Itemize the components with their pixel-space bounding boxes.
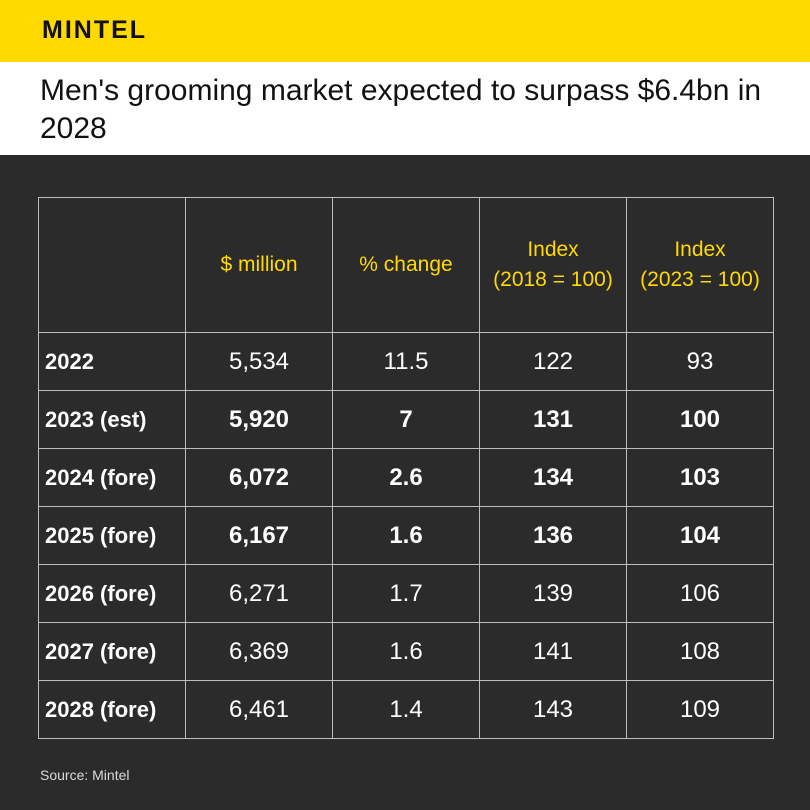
table-cell: 109 <box>626 680 774 739</box>
table-cell: 143 <box>479 680 627 739</box>
table-cell: 5,534 <box>185 332 333 391</box>
table-cell: 7 <box>332 390 480 449</box>
header-cell-index-2023: Index (2023 = 100) <box>626 197 774 333</box>
table-row: 2022 5,534 11.5 122 93 <box>38 332 774 391</box>
table-cell: 104 <box>626 506 774 565</box>
row-label: 2022 <box>38 332 186 391</box>
table-cell: 1.7 <box>332 564 480 623</box>
table-row: 2026 (fore) 6,271 1.7 139 106 <box>38 564 774 623</box>
table-cell: 141 <box>479 622 627 681</box>
brand-bar <box>0 0 810 62</box>
header-cell-index-2018: Index (2018 = 100) <box>479 197 627 333</box>
table-cell: 6,369 <box>185 622 333 681</box>
table-cell: 108 <box>626 622 774 681</box>
table-row: 2028 (fore) 6,461 1.4 143 109 <box>38 680 774 739</box>
row-label: 2027 (fore) <box>38 622 186 681</box>
table-cell: 122 <box>479 332 627 391</box>
table-cell: 100 <box>626 390 774 449</box>
table-row: 2023 (est) 5,920 7 131 100 <box>38 390 774 449</box>
table-cell: 6,461 <box>185 680 333 739</box>
table-cell: 103 <box>626 448 774 507</box>
row-label: 2024 (fore) <box>38 448 186 507</box>
header-cell-pct-change: % change <box>332 197 480 333</box>
table-row: 2024 (fore) 6,072 2.6 134 103 <box>38 448 774 507</box>
header-text: $ million <box>220 253 298 276</box>
header-cell-dollar-million: $ million <box>185 197 333 333</box>
table-cell: 5,920 <box>185 390 333 449</box>
table-cell: 134 <box>479 448 627 507</box>
table-cell: 11.5 <box>332 332 480 391</box>
table-body: 2022 5,534 11.5 122 93 2023 (est) 5,920 7 131 100… <box>38 332 774 739</box>
header-text: Index <box>527 238 579 261</box>
header-subtext: (2018 = 100) <box>493 268 613 291</box>
chart-title: Men's grooming market expected to surpas… <box>40 74 762 145</box>
row-label: 2023 (est) <box>38 390 186 449</box>
row-label: 2026 (fore) <box>38 564 186 623</box>
table-cell: 136 <box>479 506 627 565</box>
table-cell: 6,167 <box>185 506 333 565</box>
table-row: 2025 (fore) 6,167 1.6 136 104 <box>38 506 774 565</box>
table-cell: 1.4 <box>332 680 480 739</box>
table-cell: 1.6 <box>332 506 480 565</box>
title-bar <box>0 62 810 155</box>
table-cell: 1.6 <box>332 622 480 681</box>
data-table: $ million % change Index (2018 = 100) In… <box>38 197 774 739</box>
table-cell: 106 <box>626 564 774 623</box>
table-row: 2027 (fore) 6,369 1.6 141 108 <box>38 622 774 681</box>
table-cell: 131 <box>479 390 627 449</box>
table-cell: 6,072 <box>185 448 333 507</box>
mintel-logo: MINTEL <box>42 16 148 44</box>
source-note: Source: Mintel <box>40 767 130 783</box>
header-text: % change <box>359 253 453 276</box>
header-text: Index <box>674 238 726 261</box>
table-cell: 6,271 <box>185 564 333 623</box>
table-cell: 93 <box>626 332 774 391</box>
header-cell-empty <box>38 197 186 333</box>
header-subtext: (2023 = 100) <box>640 268 760 291</box>
row-label: 2028 (fore) <box>38 680 186 739</box>
table-cell: 139 <box>479 564 627 623</box>
header-row: $ million % change Index (2018 = 100) In… <box>38 197 774 333</box>
table-cell: 2.6 <box>332 448 480 507</box>
row-label: 2025 (fore) <box>38 506 186 565</box>
